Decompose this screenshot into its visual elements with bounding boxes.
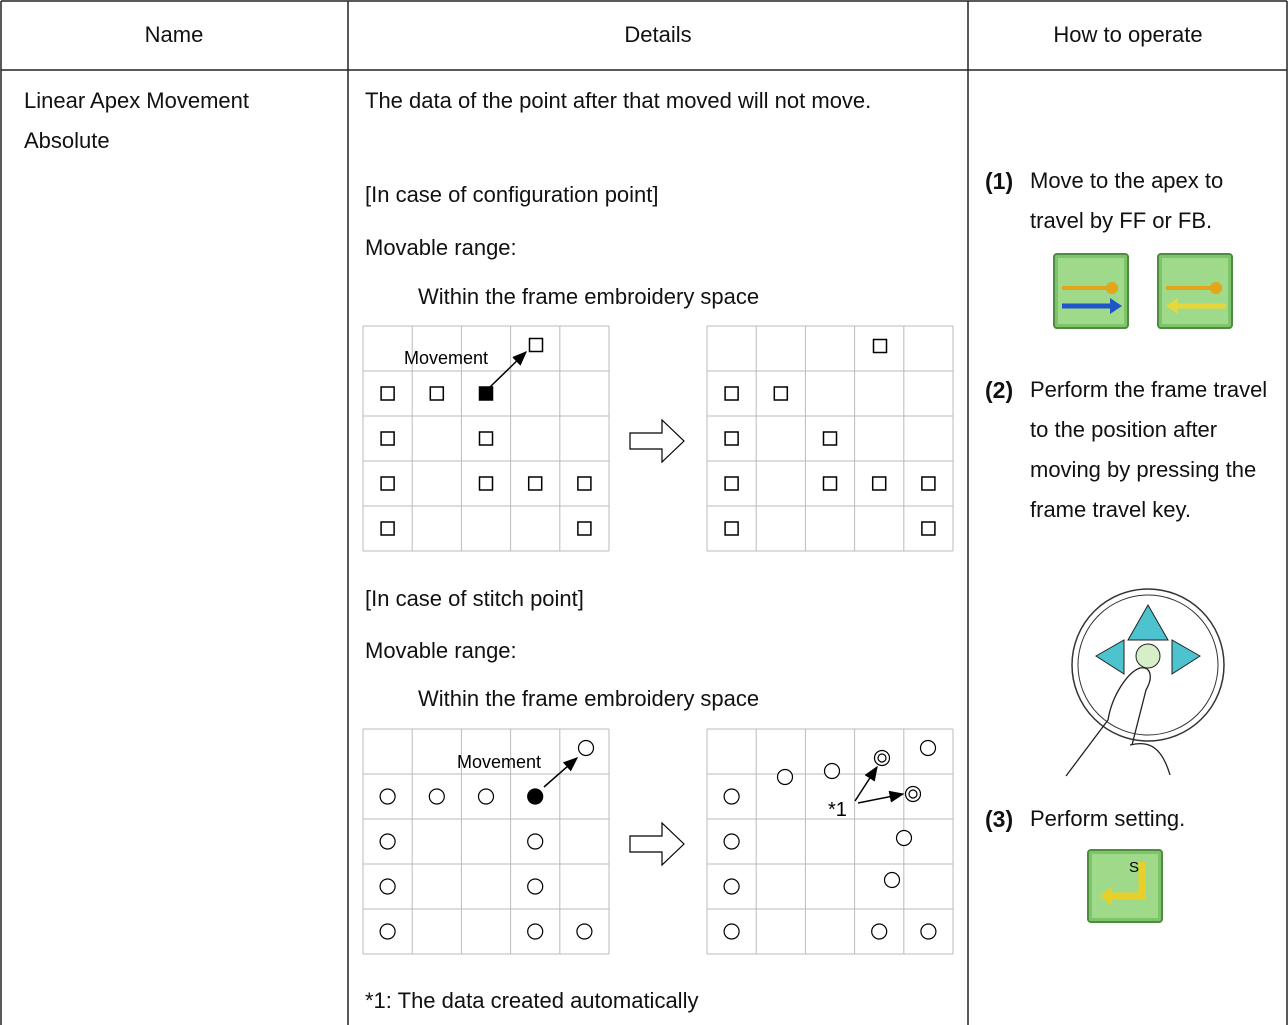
point-circle — [776, 768, 794, 786]
point-circle — [873, 749, 891, 767]
point-square — [724, 431, 739, 446]
icon-button-face — [1092, 854, 1158, 918]
set-arrow-head — [1100, 886, 1112, 906]
point-square — [921, 476, 936, 491]
point-circle — [871, 923, 888, 940]
arrow — [543, 757, 579, 788]
step-number: (1) — [985, 168, 1014, 194]
auto-mark: *1 — [828, 799, 847, 821]
point-circle — [883, 871, 901, 889]
point-circle — [919, 739, 937, 757]
point-circle — [576, 923, 593, 940]
transition-arrow — [629, 418, 685, 464]
point-square — [577, 521, 592, 536]
point-square — [822, 431, 838, 446]
point-circle — [379, 923, 396, 940]
arrow — [857, 790, 905, 804]
point-square — [380, 521, 395, 536]
key-center — [1135, 643, 1161, 669]
point-square — [871, 476, 887, 491]
detail-range: Movable range: — [365, 638, 517, 663]
step-number: (3) — [985, 806, 1014, 832]
point-square — [724, 386, 739, 401]
arrow — [854, 765, 878, 802]
point-square — [773, 386, 789, 401]
point-square — [528, 337, 544, 353]
set-arrow — [1108, 862, 1146, 900]
point-square — [822, 476, 838, 491]
point-circle — [877, 753, 887, 763]
header-operate: How to operate — [1053, 22, 1203, 47]
hand — [1065, 667, 1171, 777]
point-square — [872, 338, 888, 354]
step-text: Perform setting. — [1030, 806, 1186, 831]
point-circle — [723, 833, 740, 850]
point-circle — [527, 923, 544, 940]
detail-range: Movable range: — [365, 235, 517, 260]
key-label: S — [1129, 859, 1139, 876]
ff-ball — [1106, 282, 1118, 294]
point-circle — [379, 788, 396, 805]
key-right — [1171, 639, 1201, 675]
point-circle — [723, 788, 740, 805]
step-text: Move to the apex to travel by FF or FB. — [1030, 168, 1224, 233]
point-circle — [908, 789, 918, 799]
movement-label: Movement — [457, 752, 541, 772]
key-left — [1095, 639, 1125, 675]
key-up — [1127, 603, 1169, 641]
point-circle — [527, 833, 544, 850]
detail-case: [In case of configuration point] — [365, 182, 659, 207]
point-square — [724, 476, 739, 491]
step-text: Perform the frame travel to the position… — [1030, 377, 1268, 522]
row-name: Linear Apex Movement Absolute — [24, 88, 250, 153]
point-square — [429, 386, 445, 401]
detail-space: Within the frame embroidery space — [418, 284, 760, 309]
header-name: Name — [144, 22, 204, 47]
detail-case: [In case of stitch point] — [365, 586, 584, 611]
transition-arrow — [629, 821, 685, 867]
step-number: (2) — [985, 377, 1014, 403]
point-circle — [823, 762, 841, 780]
detail-note: *1: The data created automatically — [365, 988, 699, 1013]
point-circle — [527, 878, 544, 895]
point-square — [380, 386, 395, 401]
point-square — [478, 476, 494, 491]
point-square — [724, 521, 739, 536]
movement-label: Movement — [404, 348, 488, 368]
header-details: Details — [624, 22, 692, 47]
point-circle — [723, 878, 740, 895]
point-square — [527, 476, 543, 491]
point-circle — [895, 829, 913, 847]
point-circle — [723, 923, 740, 940]
point-square — [380, 476, 395, 491]
point-circle — [920, 923, 937, 940]
point-circle — [428, 788, 445, 805]
detail-space: Within the frame embroidery space — [418, 686, 760, 711]
fb-arrow-head — [1166, 298, 1178, 314]
point-circle — [527, 788, 544, 805]
ff-arrow-head — [1110, 298, 1122, 314]
fb-ball — [1210, 282, 1222, 294]
point-square — [478, 431, 494, 446]
point-square — [577, 476, 592, 491]
point-square — [921, 521, 936, 536]
point-circle — [477, 788, 495, 805]
detail-intro: The data of the point after that moved w… — [365, 88, 872, 113]
point-circle — [577, 739, 595, 757]
point-circle — [904, 785, 922, 803]
point-circle — [379, 833, 396, 850]
point-square — [380, 431, 395, 446]
point-circle — [379, 878, 396, 895]
arrow — [489, 350, 528, 388]
point-square — [478, 386, 494, 401]
